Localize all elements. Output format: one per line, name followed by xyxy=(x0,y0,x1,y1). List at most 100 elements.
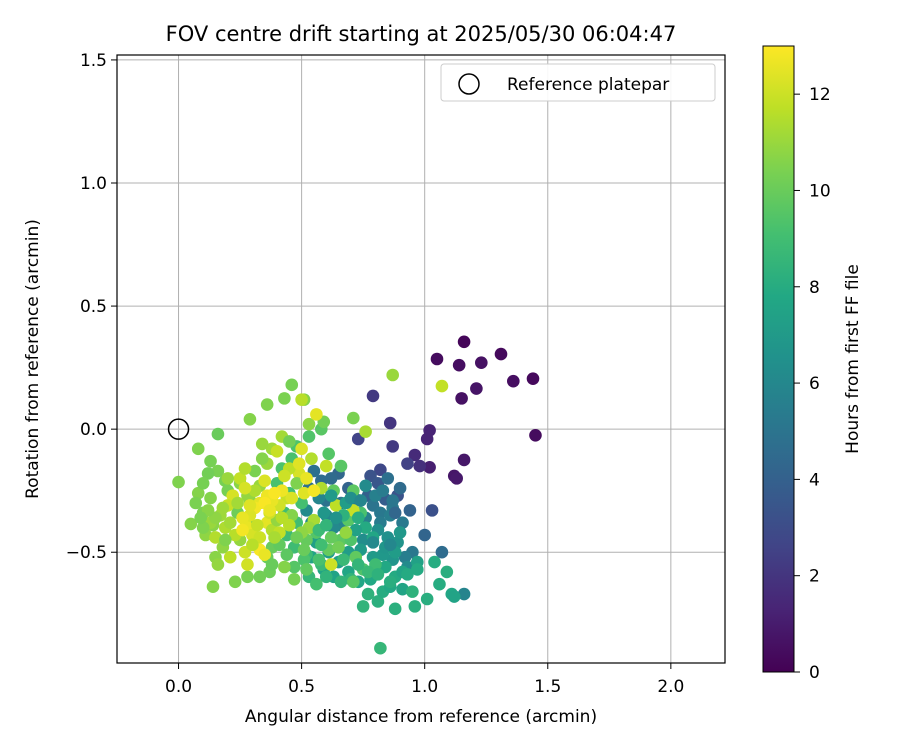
data-point xyxy=(423,424,436,437)
data-point xyxy=(393,526,407,539)
data-point xyxy=(280,548,294,561)
data-point xyxy=(211,464,225,478)
data-point xyxy=(287,560,301,574)
data-point xyxy=(403,504,417,517)
data-point xyxy=(507,374,520,388)
data-point xyxy=(278,469,291,483)
colorbar-label: Hours from first FF file xyxy=(843,264,863,454)
data-point xyxy=(371,595,385,608)
data-point xyxy=(290,531,303,544)
data-point xyxy=(255,437,269,451)
data-point xyxy=(233,472,247,485)
data-point xyxy=(361,565,375,579)
data-point xyxy=(324,531,338,544)
data-point xyxy=(285,509,299,522)
data-point xyxy=(393,481,407,495)
data-point xyxy=(191,486,205,500)
data-point xyxy=(366,389,380,403)
data-point xyxy=(302,417,316,431)
data-point xyxy=(260,398,274,411)
data-point xyxy=(310,577,323,591)
data-point xyxy=(359,521,372,534)
data-point xyxy=(295,442,308,456)
data-point xyxy=(435,545,449,559)
data-point xyxy=(413,459,427,473)
data-point xyxy=(297,486,311,500)
data-point xyxy=(302,430,316,443)
data-point xyxy=(433,577,446,591)
data-point xyxy=(329,511,343,525)
data-point xyxy=(383,575,397,589)
data-point xyxy=(366,536,380,549)
data-point xyxy=(359,479,372,493)
data-point xyxy=(278,560,291,574)
data-point xyxy=(423,461,436,474)
data-point xyxy=(398,550,412,564)
data-point xyxy=(265,558,279,571)
data-point xyxy=(285,378,299,392)
x-tick-label: 0.0 xyxy=(165,677,192,697)
data-point xyxy=(223,516,237,529)
data-point xyxy=(248,484,262,497)
data-point xyxy=(211,427,225,441)
data-point xyxy=(300,472,313,485)
data-point xyxy=(374,641,387,655)
data-point xyxy=(418,528,431,542)
y-tick-label: −0.5 xyxy=(66,543,107,563)
data-point xyxy=(315,538,328,552)
data-point xyxy=(351,511,365,525)
data-point xyxy=(386,368,399,382)
data-point xyxy=(270,445,284,458)
data-point xyxy=(319,570,333,584)
legend-box xyxy=(440,63,716,102)
data-point xyxy=(408,600,422,613)
data-point xyxy=(310,408,323,421)
data-point xyxy=(401,457,414,470)
data-point xyxy=(219,533,232,547)
data-point xyxy=(529,429,542,442)
y-tick-label: 1.0 xyxy=(80,174,107,194)
plot-frame xyxy=(116,54,726,664)
data-point xyxy=(324,489,338,502)
data-point xyxy=(526,372,540,385)
data-point xyxy=(374,463,387,477)
data-point xyxy=(349,523,363,537)
data-point xyxy=(295,393,308,406)
data-point xyxy=(317,506,331,520)
data-point xyxy=(319,459,333,473)
data-point xyxy=(452,358,466,372)
data-point xyxy=(196,521,210,534)
data-point xyxy=(347,411,360,425)
x-axis-ticks: 0.0 0.5 1.0 1.5 2.0 xyxy=(165,663,684,697)
data-point xyxy=(221,472,235,485)
data-point xyxy=(251,518,264,532)
x-axis-label: Angular distance from reference (arcmin) xyxy=(245,707,597,727)
colorbar-tick-label: 0 xyxy=(809,663,820,683)
data-point xyxy=(258,548,271,561)
data-point xyxy=(297,543,311,557)
data-point xyxy=(324,558,338,571)
legend: Reference platepar xyxy=(440,63,716,102)
data-point xyxy=(189,496,203,510)
colorbar-tick-label: 10 xyxy=(809,181,831,201)
data-point xyxy=(430,352,444,366)
data-point xyxy=(351,558,365,571)
data-point xyxy=(329,499,343,512)
data-point xyxy=(347,575,360,589)
data-point xyxy=(361,587,375,601)
data-point xyxy=(359,425,372,438)
data-point xyxy=(238,462,252,475)
y-tick-label: 0.0 xyxy=(80,420,107,440)
legend-label: Reference platepar xyxy=(507,75,669,95)
data-point xyxy=(216,501,230,515)
data-point xyxy=(475,356,488,369)
data-point xyxy=(386,494,399,507)
data-point xyxy=(236,511,249,525)
data-point xyxy=(228,575,242,589)
colorbar-tick-label: 8 xyxy=(809,278,820,298)
data-point xyxy=(428,555,441,569)
data-point xyxy=(243,413,257,426)
y-axis-label: Rotation from reference (arcmin) xyxy=(23,219,43,499)
data-point xyxy=(283,435,296,448)
data-point xyxy=(241,570,254,584)
